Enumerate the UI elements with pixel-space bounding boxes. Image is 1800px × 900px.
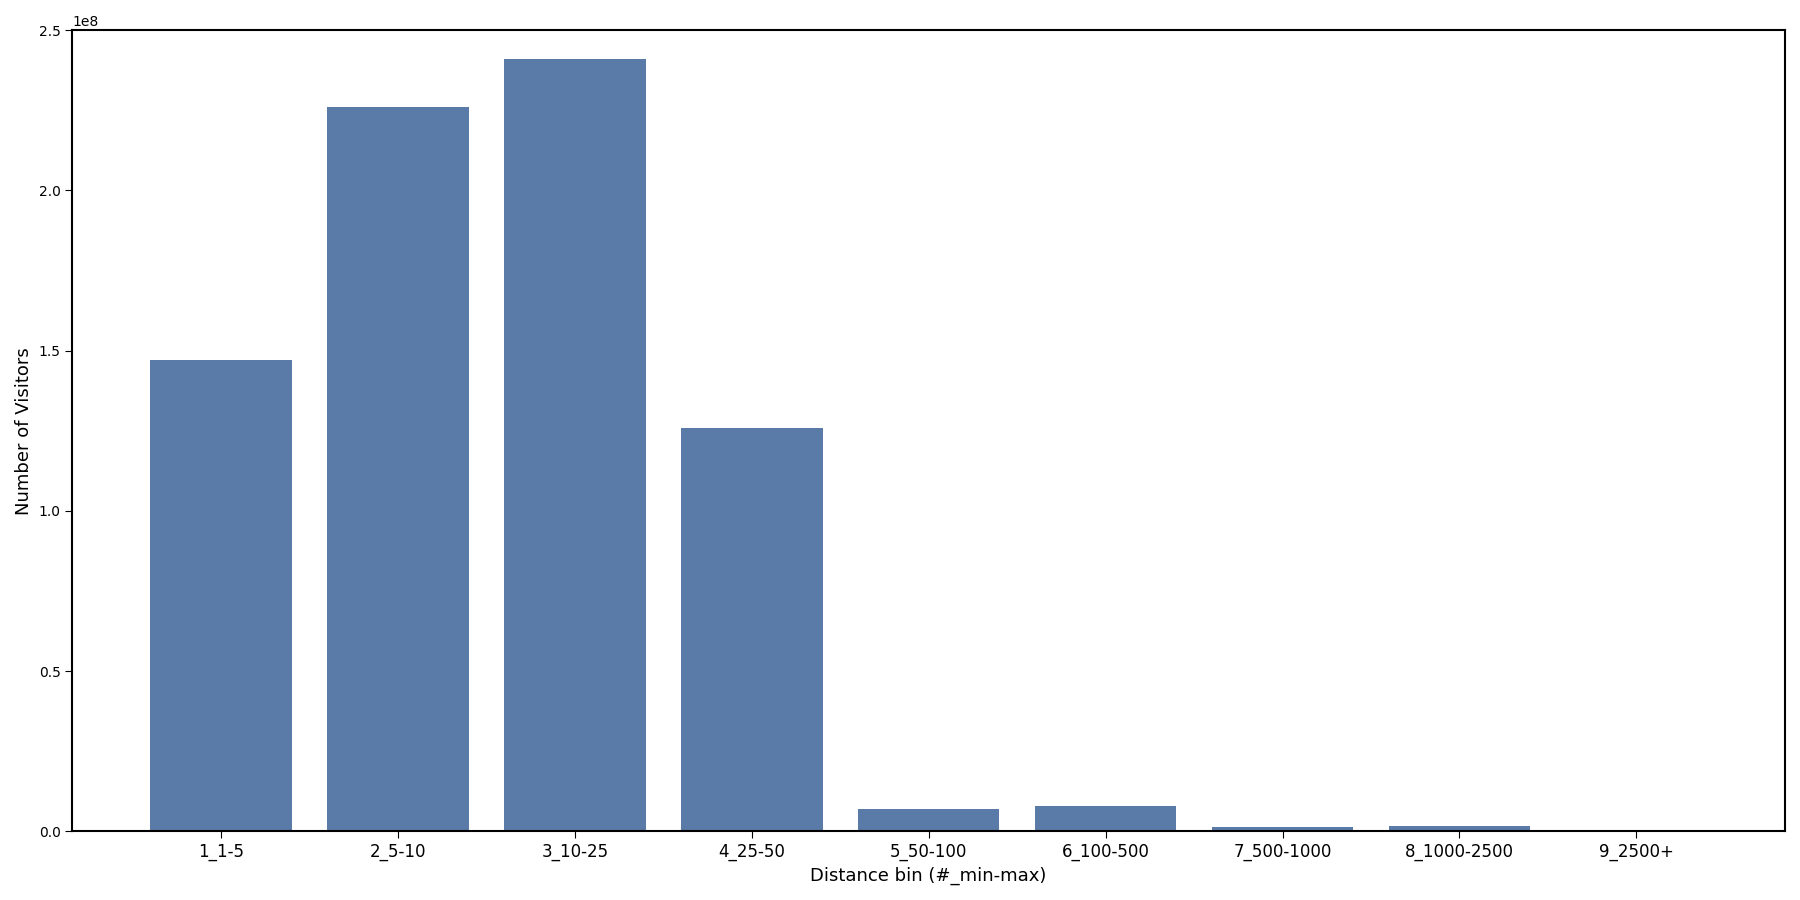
- Bar: [1035, 806, 1177, 832]
- Bar: [859, 809, 999, 832]
- Bar: [680, 428, 823, 832]
- Bar: [328, 107, 468, 832]
- Bar: [1211, 826, 1354, 832]
- X-axis label: Distance bin (#_min-max): Distance bin (#_min-max): [810, 867, 1048, 885]
- Bar: [504, 59, 646, 832]
- Y-axis label: Number of Visitors: Number of Visitors: [14, 346, 32, 515]
- Bar: [149, 360, 292, 832]
- Bar: [1388, 825, 1530, 832]
